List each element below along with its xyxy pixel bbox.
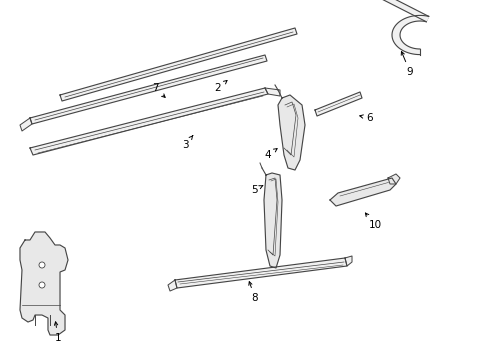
Polygon shape xyxy=(168,280,177,291)
Polygon shape xyxy=(278,95,305,170)
Text: 3: 3 xyxy=(182,135,193,150)
Polygon shape xyxy=(60,28,297,101)
Polygon shape xyxy=(20,232,68,335)
Text: 10: 10 xyxy=(366,213,382,230)
Text: 4: 4 xyxy=(265,149,277,160)
Text: 2: 2 xyxy=(215,81,227,93)
Text: 7: 7 xyxy=(152,83,165,97)
Polygon shape xyxy=(388,174,400,184)
Polygon shape xyxy=(330,178,396,206)
Circle shape xyxy=(39,262,45,268)
Polygon shape xyxy=(30,88,268,155)
Polygon shape xyxy=(175,258,347,288)
Circle shape xyxy=(39,282,45,288)
Text: 8: 8 xyxy=(249,282,258,303)
Text: 6: 6 xyxy=(360,113,373,123)
Text: 9: 9 xyxy=(401,51,413,77)
Polygon shape xyxy=(20,118,32,131)
Polygon shape xyxy=(30,55,267,124)
Polygon shape xyxy=(345,256,352,266)
Text: 1: 1 xyxy=(54,322,61,343)
Polygon shape xyxy=(315,92,362,116)
Polygon shape xyxy=(377,0,429,22)
Polygon shape xyxy=(264,173,282,268)
Polygon shape xyxy=(265,88,280,96)
Text: 5: 5 xyxy=(251,185,263,195)
Polygon shape xyxy=(392,15,429,55)
